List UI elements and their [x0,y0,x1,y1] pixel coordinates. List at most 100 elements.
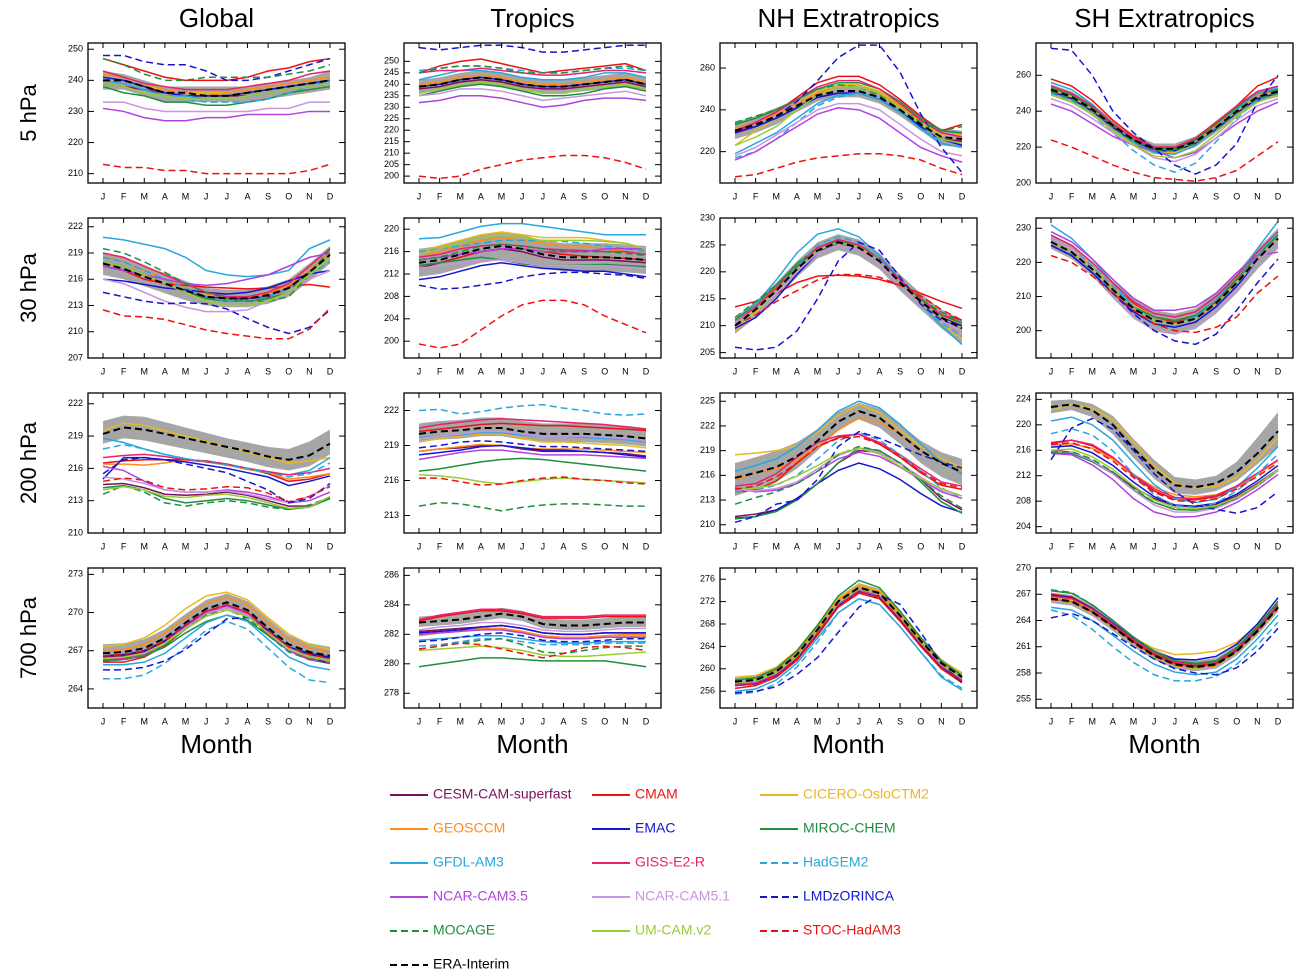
series-line [102,477,331,503]
x-tick-label: A [1192,366,1198,376]
x-tick-label: O [917,541,924,551]
x-tick-label: J [204,716,209,726]
series-line [102,70,331,91]
y-tick-label: 250 [68,44,83,54]
series-line [103,101,330,113]
panel: 207 210 213 216 219 222 J F M A M J J A S O N D [68,217,346,376]
plot-frame [1035,217,1294,359]
x-tick-label: J [857,191,862,201]
series-line [1050,254,1279,334]
y-tick-label: 270 [68,607,83,617]
series-line [734,403,963,468]
series-line [1050,403,1279,489]
series-line [103,54,331,82]
x-tick-label: O [917,716,924,726]
series-line [734,586,963,683]
plot-frame [87,392,346,534]
legend-label: NCAR-CAM5.1 [635,888,730,904]
series-line [418,44,646,53]
series-line [734,102,963,157]
y-tick-label: 272 [700,596,715,606]
panel: 278 280 282 284 286 J F M A M J J A S O N D [384,567,662,726]
series-line [734,433,963,487]
series-line [734,152,963,178]
series-line [1050,139,1279,182]
legend-label: STOC-HadAM3 [803,922,901,938]
x-tick-label: J [1049,541,1054,551]
x-tick-label: D [643,366,650,376]
x-tick-label: N [306,541,313,551]
x-tick-label: A [1110,366,1116,376]
y-tick-label: 240 [1016,106,1031,116]
x-tick-label: N [938,366,945,376]
series-line [734,462,963,519]
range-band [1051,228,1278,335]
x-tick-label: S [265,716,271,726]
x-tick-label: M [1089,366,1097,376]
y-tick-label: 222 [384,405,399,415]
series-line [102,79,331,103]
x-tick-label: A [162,541,168,551]
x-tick-label: D [1275,541,1282,551]
y-tick-label: 215 [384,136,399,146]
y-tick-label: 230 [68,106,83,116]
series-line [418,65,647,74]
x-tick-label: M [457,191,465,201]
x-tick-label: J [101,191,106,201]
x-tick-label: A [244,716,250,726]
series-line [734,90,963,141]
series-line [418,457,647,472]
x-tick-label: M [498,716,506,726]
series-line [418,444,647,458]
series-line [102,485,331,509]
x-tick-label: F [1069,541,1075,551]
x-tick-label: D [643,716,650,726]
x-tick-label: D [1275,366,1282,376]
x-tick-label: J [101,716,106,726]
series-line [418,430,647,442]
series-line [418,642,647,659]
y-tick-label: 215 [700,293,715,303]
x-tick-label: J [733,541,738,551]
series-line [418,422,647,433]
y-tick-label: 222 [68,398,83,408]
x-tick-label: J [1049,366,1054,376]
series-line [102,248,331,298]
panel: 256 260 264 268 272 276 J F M A M J J A S O N D [700,567,978,726]
x-tick-label: M [1130,716,1138,726]
series-line [102,443,331,478]
series-line [102,596,331,653]
legend-label: MIROC-CHEM [803,820,896,836]
series-line [1050,589,1279,666]
x-tick-label: A [1110,716,1116,726]
legend-label: CESM-CAM-superfast [433,786,572,802]
series-line [734,84,963,132]
y-tick-label: 261 [1016,641,1031,651]
series-line [103,605,331,663]
x-tick-label: J [733,716,738,726]
x-tick-label: N [938,191,945,201]
panel: 220 240 260 J F M A M J J A S O N D [700,42,978,201]
x-tick-label: M [498,191,506,201]
x-tick-label: A [162,366,168,376]
x-tick-label: O [1233,716,1240,726]
series-line [1050,452,1279,518]
x-tick-label: M [814,366,822,376]
x-tick-label: F [753,716,759,726]
series-line [418,645,647,658]
y-tick-label: 219 [68,430,83,440]
range-band [419,607,646,630]
x-tick-label: F [1069,716,1075,726]
series-line [418,78,647,90]
x-tick-label: O [285,191,292,201]
x-tick-label: A [876,366,882,376]
plot-frame [403,42,662,184]
panel: 210 213 216 219 222 J F M A M J J A S O N D [68,392,346,551]
x-tick-label: F [1069,191,1075,201]
panel: 200 210 220 230 J F M A M J J A S O N D [1016,217,1294,376]
x-tick-label: J [1152,366,1157,376]
x-tick-label: M [457,541,465,551]
x-tick-label: N [622,366,629,376]
y-tick-label: 210 [68,168,83,178]
